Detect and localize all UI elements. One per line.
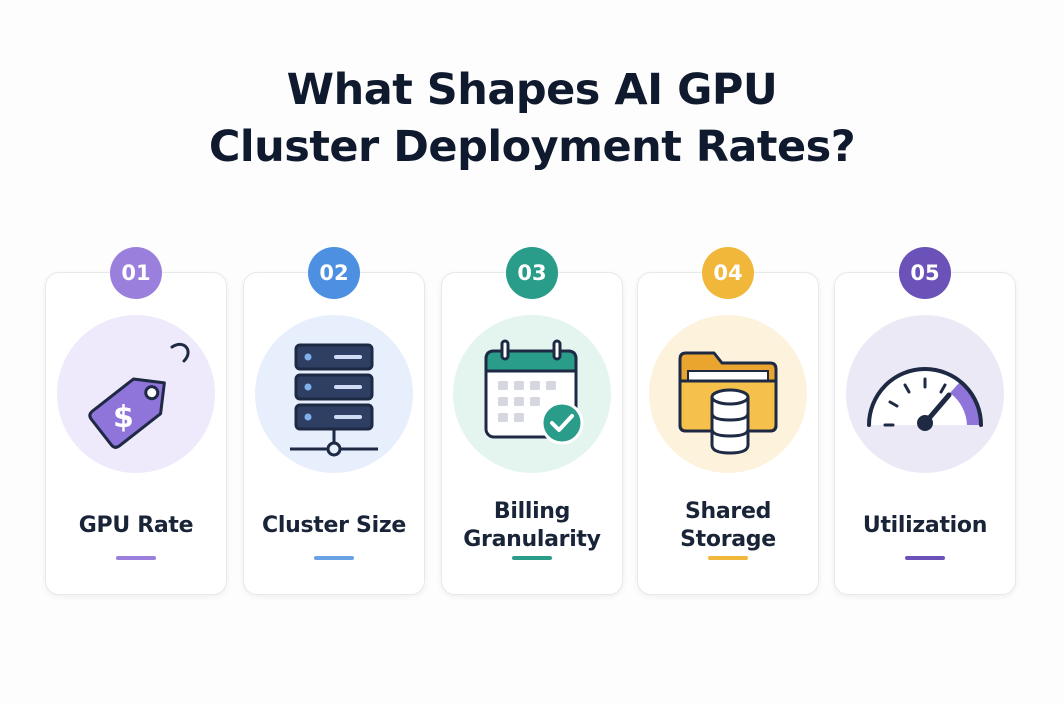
page-title: What Shapes AI GPU Cluster Deployment Ra… xyxy=(0,62,1064,176)
accent-bar xyxy=(512,556,552,560)
card-label: Shared Storage xyxy=(638,491,818,561)
card-cluster-size: 02 Cluster Size xyxy=(243,247,425,595)
svg-text:$: $ xyxy=(113,400,134,435)
card-billing-granularity: 03 Billing Granularity xyxy=(441,247,623,595)
accent-bar xyxy=(905,556,945,560)
step-badge: 01 xyxy=(110,247,162,299)
card-label-line-1: Utilization xyxy=(862,513,988,538)
card-gpu-rate: 01 $ GPU Rate xyxy=(45,247,227,595)
card-label-line-1: Billing xyxy=(493,499,571,524)
card-label-line-2: Storage xyxy=(680,527,776,552)
step-badge: 05 xyxy=(899,247,951,299)
card-utilization: 05 Utilization xyxy=(834,247,1016,595)
card-label: Billing Granularity xyxy=(442,491,622,561)
card-label-line-1: GPU Rate xyxy=(78,513,194,538)
calendar-check-icon xyxy=(484,339,584,445)
step-badge: 03 xyxy=(506,247,558,299)
speedometer-gauge-icon xyxy=(867,367,983,431)
title-line-1: What Shapes AI GPU xyxy=(286,65,778,115)
card-label: Cluster Size xyxy=(244,491,424,561)
server-rack-icon xyxy=(290,343,378,457)
accent-bar xyxy=(708,556,748,560)
card-label-line-2: Granularity xyxy=(463,527,601,552)
card-label: Utilization xyxy=(835,491,1015,561)
card-label-line-1: Shared xyxy=(684,499,772,524)
step-badge: 04 xyxy=(702,247,754,299)
title-line-2: Cluster Deployment Rates? xyxy=(208,122,856,172)
price-tag-dollar-icon: $ xyxy=(88,342,190,449)
step-badge: 02 xyxy=(308,247,360,299)
folder-database-icon xyxy=(678,351,778,455)
card-label-line-1: Cluster Size xyxy=(262,513,406,538)
accent-bar xyxy=(314,556,354,560)
accent-bar xyxy=(116,556,156,560)
card-label: GPU Rate xyxy=(46,491,226,561)
card-shared-storage: 04 Shared Storage xyxy=(637,247,819,595)
